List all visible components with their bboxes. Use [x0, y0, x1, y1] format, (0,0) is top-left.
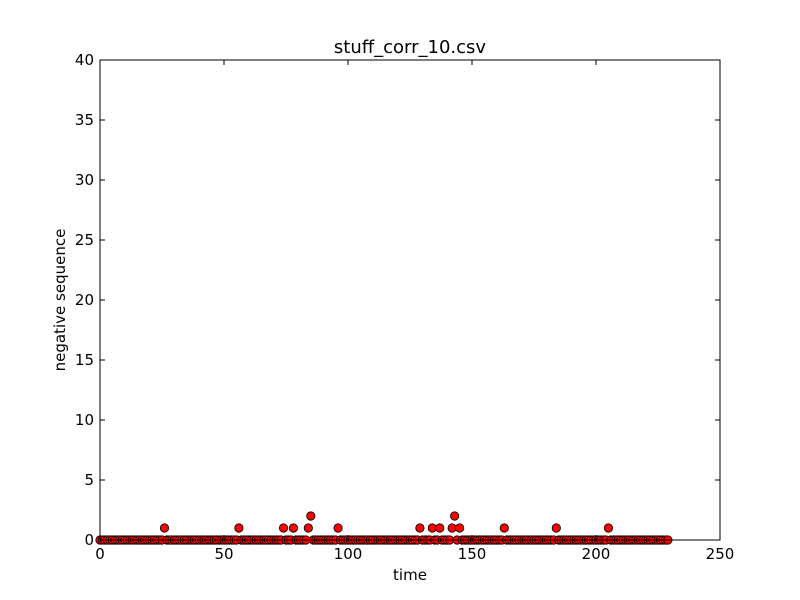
y-tick-label: 5	[84, 471, 94, 489]
data-point	[450, 511, 460, 521]
data-point	[159, 523, 170, 533]
data-point	[435, 523, 445, 533]
data-point	[303, 523, 313, 533]
y-tick-label: 15	[75, 351, 94, 369]
x-tick-label: 200	[582, 545, 611, 563]
data-point	[306, 511, 316, 521]
plot-frame	[99, 59, 721, 541]
data-point	[234, 523, 244, 533]
data-point	[499, 523, 509, 533]
y-tick-label: 30	[75, 171, 94, 189]
x-tick-label: 250	[706, 545, 735, 563]
data-point	[454, 523, 465, 533]
y-tick-label: 10	[75, 411, 94, 429]
x-tick-label: 50	[214, 545, 233, 563]
y-tick-label: 25	[75, 231, 94, 249]
x-tick-label: 0	[95, 545, 105, 563]
data-point	[415, 523, 425, 533]
y-axis-label: negative sequence	[51, 229, 69, 372]
points-layer	[95, 511, 673, 545]
y-tick-label: 40	[75, 51, 94, 69]
data-point	[603, 523, 614, 533]
y-tick-label: 20	[75, 291, 94, 309]
data-point	[288, 523, 299, 533]
data-point	[551, 523, 561, 533]
ticks-layer: 0 50 100 150 200 250 0 5 10 15 20 25 30 35 40	[75, 51, 734, 563]
y-tick-label: 0	[84, 531, 94, 549]
x-tick-label: 100	[334, 545, 363, 563]
y-tick-label: 35	[75, 111, 94, 129]
x-tick-label: 150	[458, 545, 487, 563]
x-axis-label: time	[393, 566, 427, 584]
data-point	[333, 523, 343, 533]
chart-title: stuff_corr_10.csv	[334, 37, 487, 58]
data-point	[278, 523, 289, 533]
